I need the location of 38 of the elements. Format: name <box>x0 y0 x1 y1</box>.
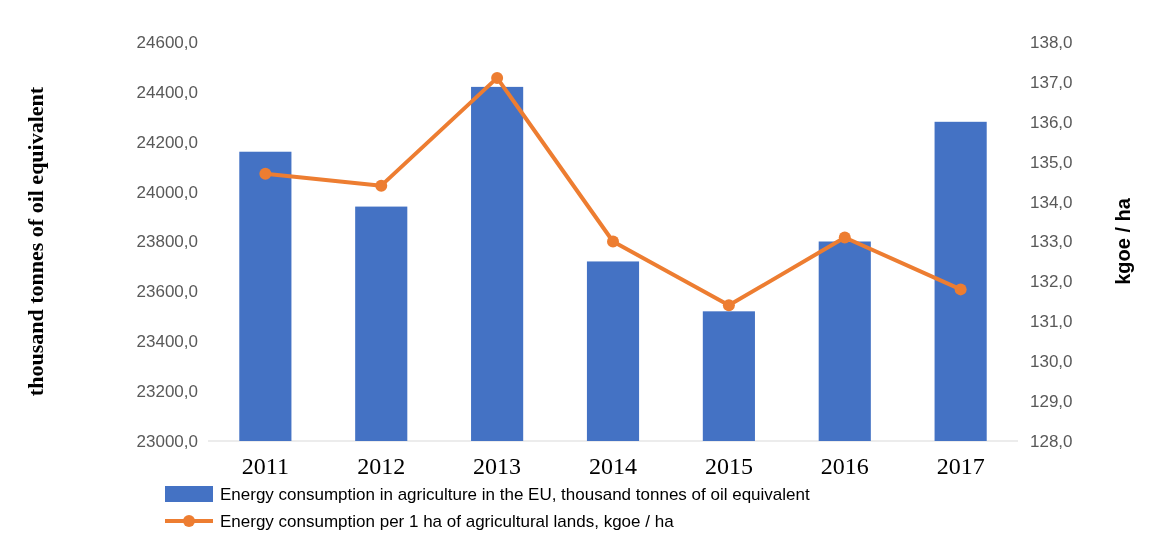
point <box>375 179 388 192</box>
y-tick-label: 24000,0 <box>136 182 198 202</box>
y2-tick-label: 131,0 <box>1030 312 1073 332</box>
y2-tick-label: 133,0 <box>1030 232 1073 252</box>
legend-label: Energy consumption in agriculture in the EU, thousand tonnes of oil equivalent <box>220 484 810 504</box>
y2-tick-label: 132,0 <box>1030 272 1073 292</box>
legend-label: Energy consumption per 1 ha of agricultural lands, kgoe / ha <box>220 511 675 531</box>
point <box>607 235 619 248</box>
y-tick-label: 24200,0 <box>136 132 198 152</box>
y2-tick-label: 137,0 <box>1030 72 1073 92</box>
y-axis-title: thousand tonnes of oil equivalent <box>23 86 48 397</box>
point <box>838 231 851 244</box>
y2-tick-label: 135,0 <box>1030 152 1073 172</box>
point <box>954 283 967 296</box>
point <box>491 71 504 84</box>
y-tick-label: 23600,0 <box>136 282 198 302</box>
y2-tick-label: 134,0 <box>1030 192 1073 212</box>
y2-tick-label: 129,0 <box>1030 392 1073 412</box>
x-tick-label: 2017 <box>936 453 985 479</box>
y-tick-label: 24400,0 <box>136 82 198 102</box>
y2-tick-label: 136,0 <box>1030 112 1073 132</box>
y2-axis-title: kgoe / ha <box>1112 197 1134 285</box>
y2-tick-label: 130,0 <box>1030 352 1073 372</box>
point <box>722 299 735 312</box>
y-tick-label: 23400,0 <box>136 332 198 352</box>
y-tick-label: 23000,0 <box>136 431 198 451</box>
y-tick-label: 23800,0 <box>136 232 198 252</box>
y-tick-label: 24600,0 <box>136 32 198 52</box>
y-tick-label: 23200,0 <box>136 382 198 402</box>
x-tick-label: 2014 <box>589 453 637 479</box>
x-tick-label: 2015 <box>704 453 753 479</box>
y2-tick-label: 138,0 <box>1030 32 1073 52</box>
x-tick-label: 2012 <box>357 453 406 479</box>
point <box>259 167 272 180</box>
x-tick-label: 2013 <box>473 453 522 479</box>
x-tick-label: 2011 <box>241 453 289 479</box>
y2-tick-label: 128,0 <box>1030 431 1073 451</box>
x-tick-label: 2016 <box>820 453 869 479</box>
